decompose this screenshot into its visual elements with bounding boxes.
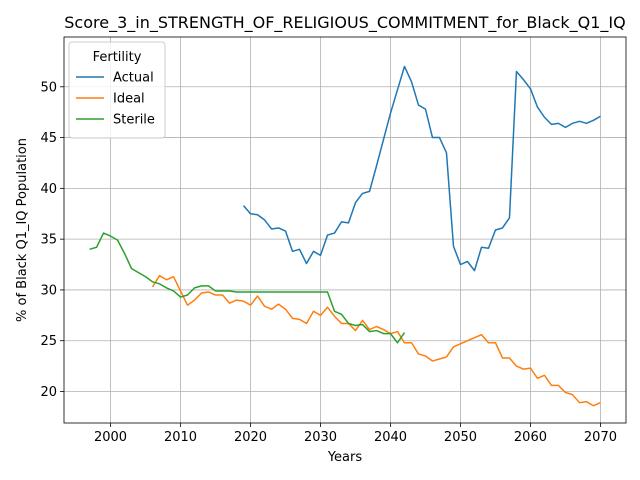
axis-ticks: 2000 2010 2020 2030 2040 2050 2060 2070 20 25 30 35… [40, 80, 617, 445]
y-tick-label: 20 [40, 385, 57, 400]
y-tick-label: 30 [40, 283, 57, 298]
legend-label-actual: Actual [113, 71, 154, 86]
y-tick-label: 35 [40, 233, 57, 248]
x-tick-label: 2070 [584, 430, 617, 445]
legend-title: Fertility [93, 50, 142, 65]
y-tick-label: 25 [40, 334, 57, 349]
series-line-actual [242, 65, 601, 272]
legend-box [68, 41, 166, 139]
plot-frame [63, 36, 627, 424]
x-tick-label: 2030 [304, 430, 337, 445]
x-tick-label: 2020 [234, 430, 267, 445]
legend-label-ideal: Ideal [113, 92, 145, 107]
chart-title: Score_3_in_STRENGTH_OF_RELIGIOUS_COMMITM… [64, 13, 625, 33]
x-tick-label: 2040 [374, 430, 407, 445]
legend-label-sterile: Sterile [113, 113, 155, 128]
legend: Fertility Actual Ideal Sterile [68, 41, 166, 139]
x-tick-label: 2060 [514, 430, 547, 445]
y-tick-label: 45 [40, 131, 57, 146]
x-tick-label: 2010 [164, 430, 197, 445]
series-lines [89, 65, 601, 407]
legend-entries: Actual Ideal Sterile [76, 71, 155, 128]
x-tick-label: 2050 [444, 430, 477, 445]
series-line-sterile [89, 232, 406, 344]
series-line-ideal [151, 274, 601, 407]
y-tick-label: 40 [40, 182, 57, 197]
x-tick-label: 2000 [94, 430, 127, 445]
grid [64, 37, 626, 423]
x-axis-title: Years [327, 450, 363, 465]
y-tick-label: 50 [40, 80, 57, 95]
y-axis-title: % of Black Q1_IQ Population [15, 138, 30, 322]
